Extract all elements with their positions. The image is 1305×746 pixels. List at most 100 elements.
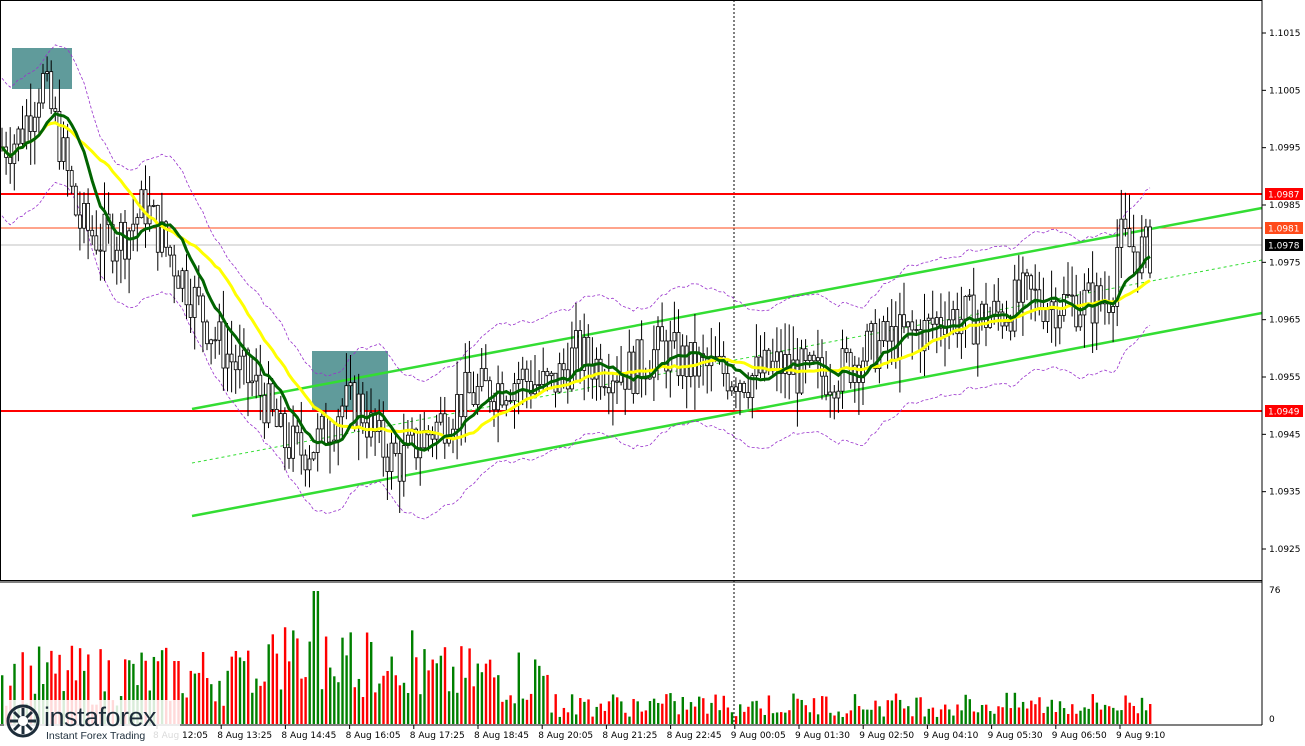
candle-body xyxy=(738,382,742,392)
candle-body xyxy=(86,203,90,231)
time-tick-label: 8 Aug 12:05 xyxy=(153,731,208,741)
volume-bar xyxy=(898,699,902,724)
volume-bar xyxy=(587,699,590,724)
brand-tagline: Instant Forex Trading xyxy=(46,730,146,742)
candle-body xyxy=(8,156,13,164)
candle xyxy=(28,83,33,165)
volume-bar xyxy=(234,650,238,724)
candle xyxy=(307,445,312,488)
candle-body xyxy=(131,223,136,232)
time-tick-label: 8 Aug 14:45 xyxy=(281,731,336,741)
candle xyxy=(82,192,86,244)
candle xyxy=(1086,268,1091,293)
volume-bar xyxy=(472,686,475,724)
candle-body xyxy=(520,368,525,380)
volume-bar xyxy=(1046,706,1049,724)
candle xyxy=(1131,214,1136,275)
volume-bar xyxy=(919,697,922,724)
candle xyxy=(684,335,689,409)
instaforex-logo-icon xyxy=(6,704,40,738)
time-tick-label: 9 Aug 06:50 xyxy=(1052,731,1107,741)
volume-bar xyxy=(447,691,451,724)
volume-bar xyxy=(915,697,918,724)
volume-bar xyxy=(1144,710,1148,724)
candle xyxy=(1082,273,1087,348)
candle xyxy=(385,443,390,500)
volume-bar xyxy=(1054,712,1058,724)
candle-body xyxy=(459,394,464,418)
volume-bar xyxy=(931,707,935,724)
level-tag-label: 1.0949 xyxy=(1268,408,1300,418)
volume-bar xyxy=(271,634,274,724)
volume-bar xyxy=(734,716,738,724)
candle xyxy=(86,188,90,260)
volume-bar xyxy=(333,676,336,724)
candle-body xyxy=(721,355,726,374)
candle-body xyxy=(217,321,222,341)
volume-bar xyxy=(849,710,853,724)
candle xyxy=(889,299,894,365)
volume-bar xyxy=(603,710,607,724)
candle-body xyxy=(635,339,640,394)
candle-body xyxy=(401,445,406,482)
candle-body xyxy=(135,217,140,225)
volume-bar xyxy=(739,704,742,724)
candle-body xyxy=(1111,305,1115,313)
volume-bar xyxy=(124,659,127,724)
candle-body xyxy=(1045,309,1050,322)
candle-body xyxy=(37,102,41,118)
volume-bar xyxy=(324,636,328,724)
volume-bar xyxy=(263,681,266,724)
candle-body xyxy=(664,340,669,372)
volume-bar xyxy=(862,709,865,724)
candle-body xyxy=(1033,288,1038,291)
candle xyxy=(274,398,279,428)
candle xyxy=(98,223,103,281)
candle xyxy=(434,414,439,460)
volume-bar xyxy=(796,698,799,724)
candle xyxy=(176,270,181,289)
candle-body xyxy=(258,374,263,396)
level-tag-label: 1.0981 xyxy=(1268,225,1300,235)
volume-bar xyxy=(775,712,779,724)
volume-bar xyxy=(226,670,229,724)
candle xyxy=(37,88,41,137)
candle-body xyxy=(475,386,480,405)
volume-bar xyxy=(1124,695,1127,724)
candle xyxy=(53,96,58,124)
level-tag xyxy=(1265,239,1303,251)
candle-body xyxy=(742,382,746,393)
volume-bar xyxy=(505,699,508,724)
candle xyxy=(397,440,402,513)
volume-bar xyxy=(816,714,820,724)
candle xyxy=(857,357,861,415)
candle-body xyxy=(356,393,361,428)
candle xyxy=(250,358,255,397)
envelope-upper xyxy=(1,44,1151,382)
volume-bar xyxy=(607,701,611,724)
volume-bar xyxy=(1001,707,1004,724)
candle-body xyxy=(1074,295,1079,328)
volume-max-label: 76 xyxy=(1269,586,1281,596)
time-tick-label: 8 Aug 13:25 xyxy=(217,731,272,741)
volume-bar xyxy=(866,709,869,724)
volume-bar xyxy=(275,653,279,724)
candle-body xyxy=(483,368,488,382)
candle-body xyxy=(348,382,353,387)
volume-bar xyxy=(956,704,959,724)
volume-bar xyxy=(341,637,344,724)
volume-bar xyxy=(99,649,102,724)
time-axis: 8 Aug 12:05 8 Aug 13:25 8 Aug 14:45 8 Aug 1… xyxy=(153,725,1166,741)
candle-body xyxy=(1148,226,1152,274)
candle xyxy=(836,380,841,413)
volume-bar xyxy=(1038,697,1041,724)
volume-bar xyxy=(652,698,656,724)
price-tick-label: 1.0945 xyxy=(1269,430,1301,440)
candle-body xyxy=(45,71,49,74)
candle-body xyxy=(303,454,308,471)
candle xyxy=(1012,264,1017,338)
volume-bar xyxy=(845,713,848,724)
candle-body xyxy=(869,323,874,332)
volume-bar xyxy=(521,698,525,724)
volume-bar xyxy=(911,716,914,724)
